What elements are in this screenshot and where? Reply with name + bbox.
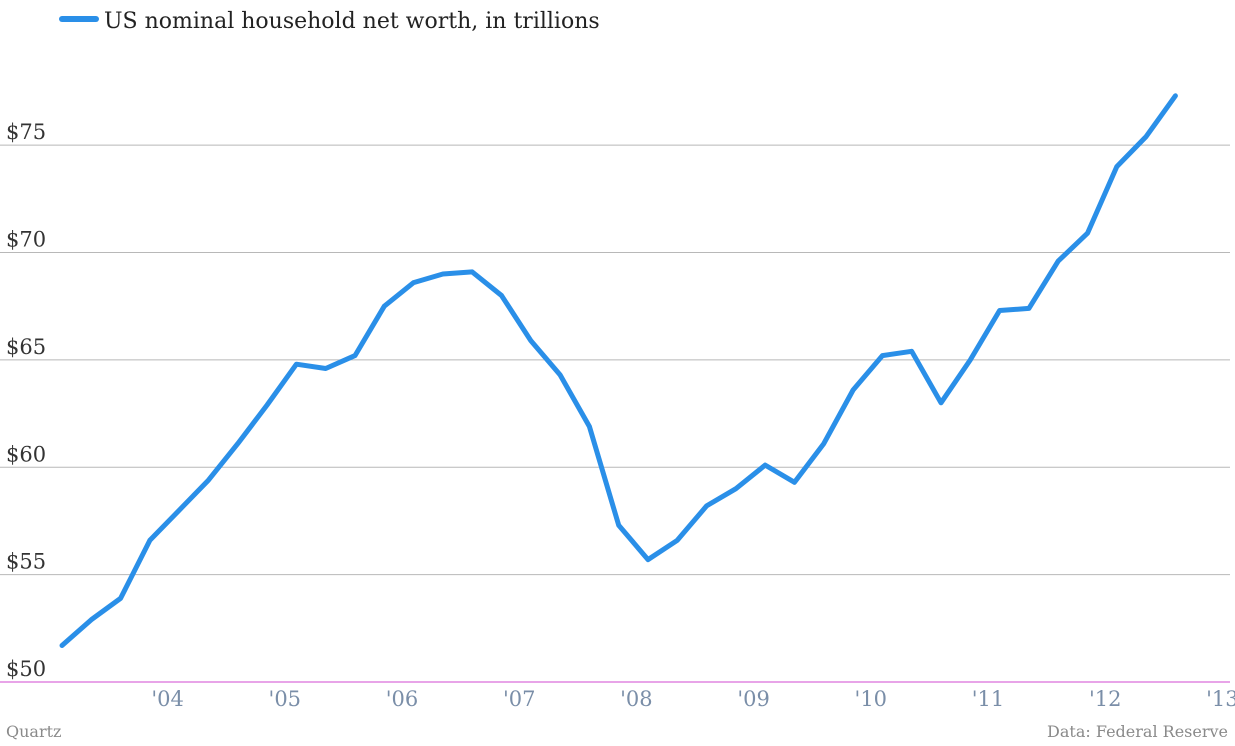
data-source: Data: Federal Reserve [1047, 722, 1228, 741]
x-axis-labels: '04 '05 '06 '07 '08 '09 '10 '11 '12 '13 [151, 687, 1235, 711]
x-tick-label: '08 [620, 687, 653, 711]
x-tick-label: '13 [1206, 687, 1235, 711]
y-tick-label: $75 [6, 120, 46, 144]
x-tick-label: '04 [151, 687, 184, 711]
series-layer [59, 93, 1178, 648]
y-tick-label: $65 [6, 335, 46, 359]
y-tick-label: $50 [6, 657, 46, 681]
x-tick-label: '07 [503, 687, 536, 711]
grid-lines [0, 144, 1230, 683]
y-tick-label: $60 [6, 442, 46, 466]
x-tick-label: '09 [737, 687, 770, 711]
y-tick-label: $70 [6, 228, 46, 252]
y-axis-labels: $50 $55 $60 $65 $70 $75 [6, 120, 46, 681]
x-tick-label: '10 [855, 687, 888, 711]
series-line [59, 93, 1178, 648]
y-tick-label: $55 [6, 550, 46, 574]
x-tick-label: '05 [269, 687, 302, 711]
x-tick-label: '12 [1089, 687, 1122, 711]
source-credit: Quartz [6, 722, 61, 741]
legend-label: US nominal household net worth, in trill… [104, 9, 600, 34]
x-tick-label: '11 [972, 687, 1005, 711]
legend: US nominal household net worth, in trill… [59, 9, 600, 34]
x-tick-label: '06 [386, 687, 419, 711]
